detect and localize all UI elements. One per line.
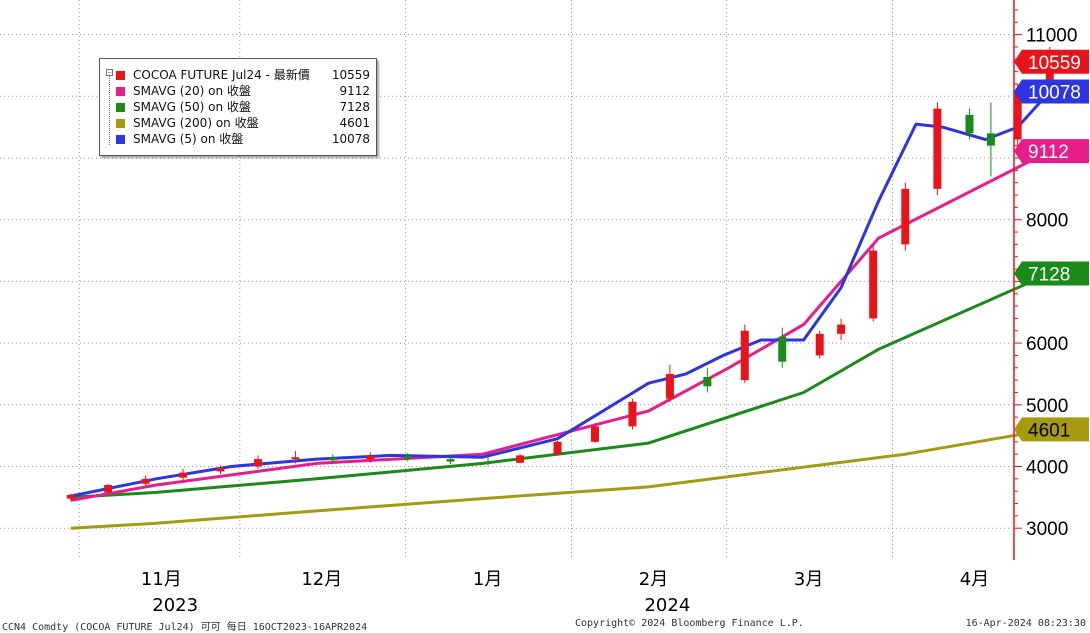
legend-item: SMAVG (20) on 收盤 9112 xyxy=(116,83,370,99)
candle-body xyxy=(366,456,375,460)
y-tick-label: 4000 xyxy=(1026,458,1068,479)
candle-body xyxy=(628,401,637,427)
value-tag-bg xyxy=(1014,417,1089,442)
candlesticks xyxy=(66,46,1054,501)
value-tag-bg xyxy=(1014,261,1089,286)
candle-body xyxy=(141,478,150,484)
legend-label: SMAVG (20) on 收盤 xyxy=(133,84,251,98)
series-line xyxy=(70,90,1051,498)
value-tags: 10559 10078 9112 7128 4601 xyxy=(1014,49,1089,442)
value-tag: 10078 xyxy=(1014,79,1089,104)
legend-item: SMAVG (200) on 收盤 4601 xyxy=(116,115,370,131)
candle-body xyxy=(484,461,492,464)
candle-body xyxy=(66,494,75,499)
y-tick-label: 8000 xyxy=(1026,211,1068,232)
candle-body xyxy=(703,377,712,387)
legend-item: COCOA FUTURE Jul24 - 最新價 10559 xyxy=(116,67,370,83)
value-tag: 4601 xyxy=(1014,417,1089,442)
y-tick-label: 5000 xyxy=(1026,396,1068,417)
candle-body xyxy=(1045,61,1054,91)
candle-body xyxy=(665,373,674,399)
value-tag-text: 4601 xyxy=(1028,420,1070,441)
value-tag-bg xyxy=(1014,79,1089,104)
legend-collapse-icon[interactable]: − xyxy=(106,69,113,76)
month-label: 11月 xyxy=(141,569,182,590)
legend-swatch xyxy=(116,103,125,112)
y-tick-label: 6000 xyxy=(1026,334,1068,355)
legend-item: SMAVG (5) on 收盤 10078 xyxy=(116,131,370,147)
candle-body xyxy=(837,324,846,334)
legend-swatch xyxy=(116,119,125,128)
candle-body xyxy=(869,250,878,319)
footer-ticker: CCN4 Comdty (COCOA FUTURE Jul24) 可可 每日 1… xyxy=(2,622,368,633)
value-tag-text: 10078 xyxy=(1028,82,1081,103)
month-label: 12月 xyxy=(301,569,342,590)
candle-body xyxy=(778,336,787,362)
candle-body xyxy=(104,485,113,493)
legend-value: 10559 xyxy=(331,68,370,82)
legend-value: 7128 xyxy=(339,100,370,114)
y-tick-label: 3000 xyxy=(1026,519,1068,540)
legend-swatch xyxy=(116,87,125,96)
legend-label: SMAVG (5) on 收盤 xyxy=(133,132,244,146)
year-label: 2023 xyxy=(152,595,198,616)
footer-copyright: Copyright© 2024 Bloomberg Finance L.P. xyxy=(575,618,804,629)
value-tag-bg xyxy=(1014,49,1089,74)
legend-label: SMAVG (200) on 收盤 xyxy=(133,116,259,130)
y-tick-labels: 3000 4000 5000 6000 8000 11000 xyxy=(1026,26,1077,541)
value-tag-text: 7128 xyxy=(1028,265,1070,286)
year-label: 2024 xyxy=(644,595,690,616)
candle-body xyxy=(253,459,262,467)
footer-timestamp: 16-Apr-2024 08:23:30 xyxy=(965,618,1086,629)
candle-body xyxy=(291,457,300,460)
candle-body xyxy=(446,459,455,462)
series-line xyxy=(70,272,1051,499)
candle-body xyxy=(179,472,188,478)
candle-body xyxy=(965,114,974,134)
candle-body xyxy=(933,108,942,189)
candle-body xyxy=(403,456,412,460)
legend-value: 9112 xyxy=(339,84,370,98)
candle-body xyxy=(216,467,225,472)
candle-body xyxy=(740,330,749,381)
value-tag-text: 10559 xyxy=(1028,53,1081,74)
candle-body xyxy=(986,133,995,146)
legend-value: 10078 xyxy=(331,132,370,146)
candle-body xyxy=(328,457,337,461)
chart-legend: − COCOA FUTURE Jul24 - 最新價 10559 SMAVG (… xyxy=(99,58,377,156)
candle-body xyxy=(516,455,525,463)
legend-value: 4601 xyxy=(339,116,370,130)
value-tag: 7128 xyxy=(1014,261,1089,286)
legend-swatch xyxy=(116,71,125,80)
series-line xyxy=(70,149,1051,502)
series-line xyxy=(70,427,1051,530)
legend-label: SMAVG (50) on 收盤 xyxy=(133,100,251,114)
value-tag-text: 9112 xyxy=(1028,142,1069,163)
value-tag-bg xyxy=(1014,139,1089,164)
candle-body xyxy=(553,441,562,455)
y-tick-label: 11000 xyxy=(1026,26,1077,47)
x-axis-labels: 11月 12月 1月 2月 3月 4月 2023 2024 xyxy=(141,569,989,616)
month-label: 3月 xyxy=(794,569,823,590)
value-tag: 9112 xyxy=(1014,139,1089,164)
candle-body xyxy=(591,426,599,442)
candle-body xyxy=(1013,90,1022,140)
series-lines xyxy=(70,90,1051,530)
legend-swatch xyxy=(116,135,125,144)
month-label: 1月 xyxy=(473,569,502,590)
candle-body xyxy=(815,333,824,356)
legend-item: SMAVG (50) on 收盤 7128 xyxy=(116,99,370,115)
value-tag: 10559 xyxy=(1014,49,1089,74)
candle-body xyxy=(901,188,910,245)
month-label: 4月 xyxy=(960,569,989,590)
month-label: 2月 xyxy=(639,569,668,590)
legend-label: COCOA FUTURE Jul24 - 最新價 xyxy=(133,68,310,82)
legend-tree-line xyxy=(109,76,116,145)
